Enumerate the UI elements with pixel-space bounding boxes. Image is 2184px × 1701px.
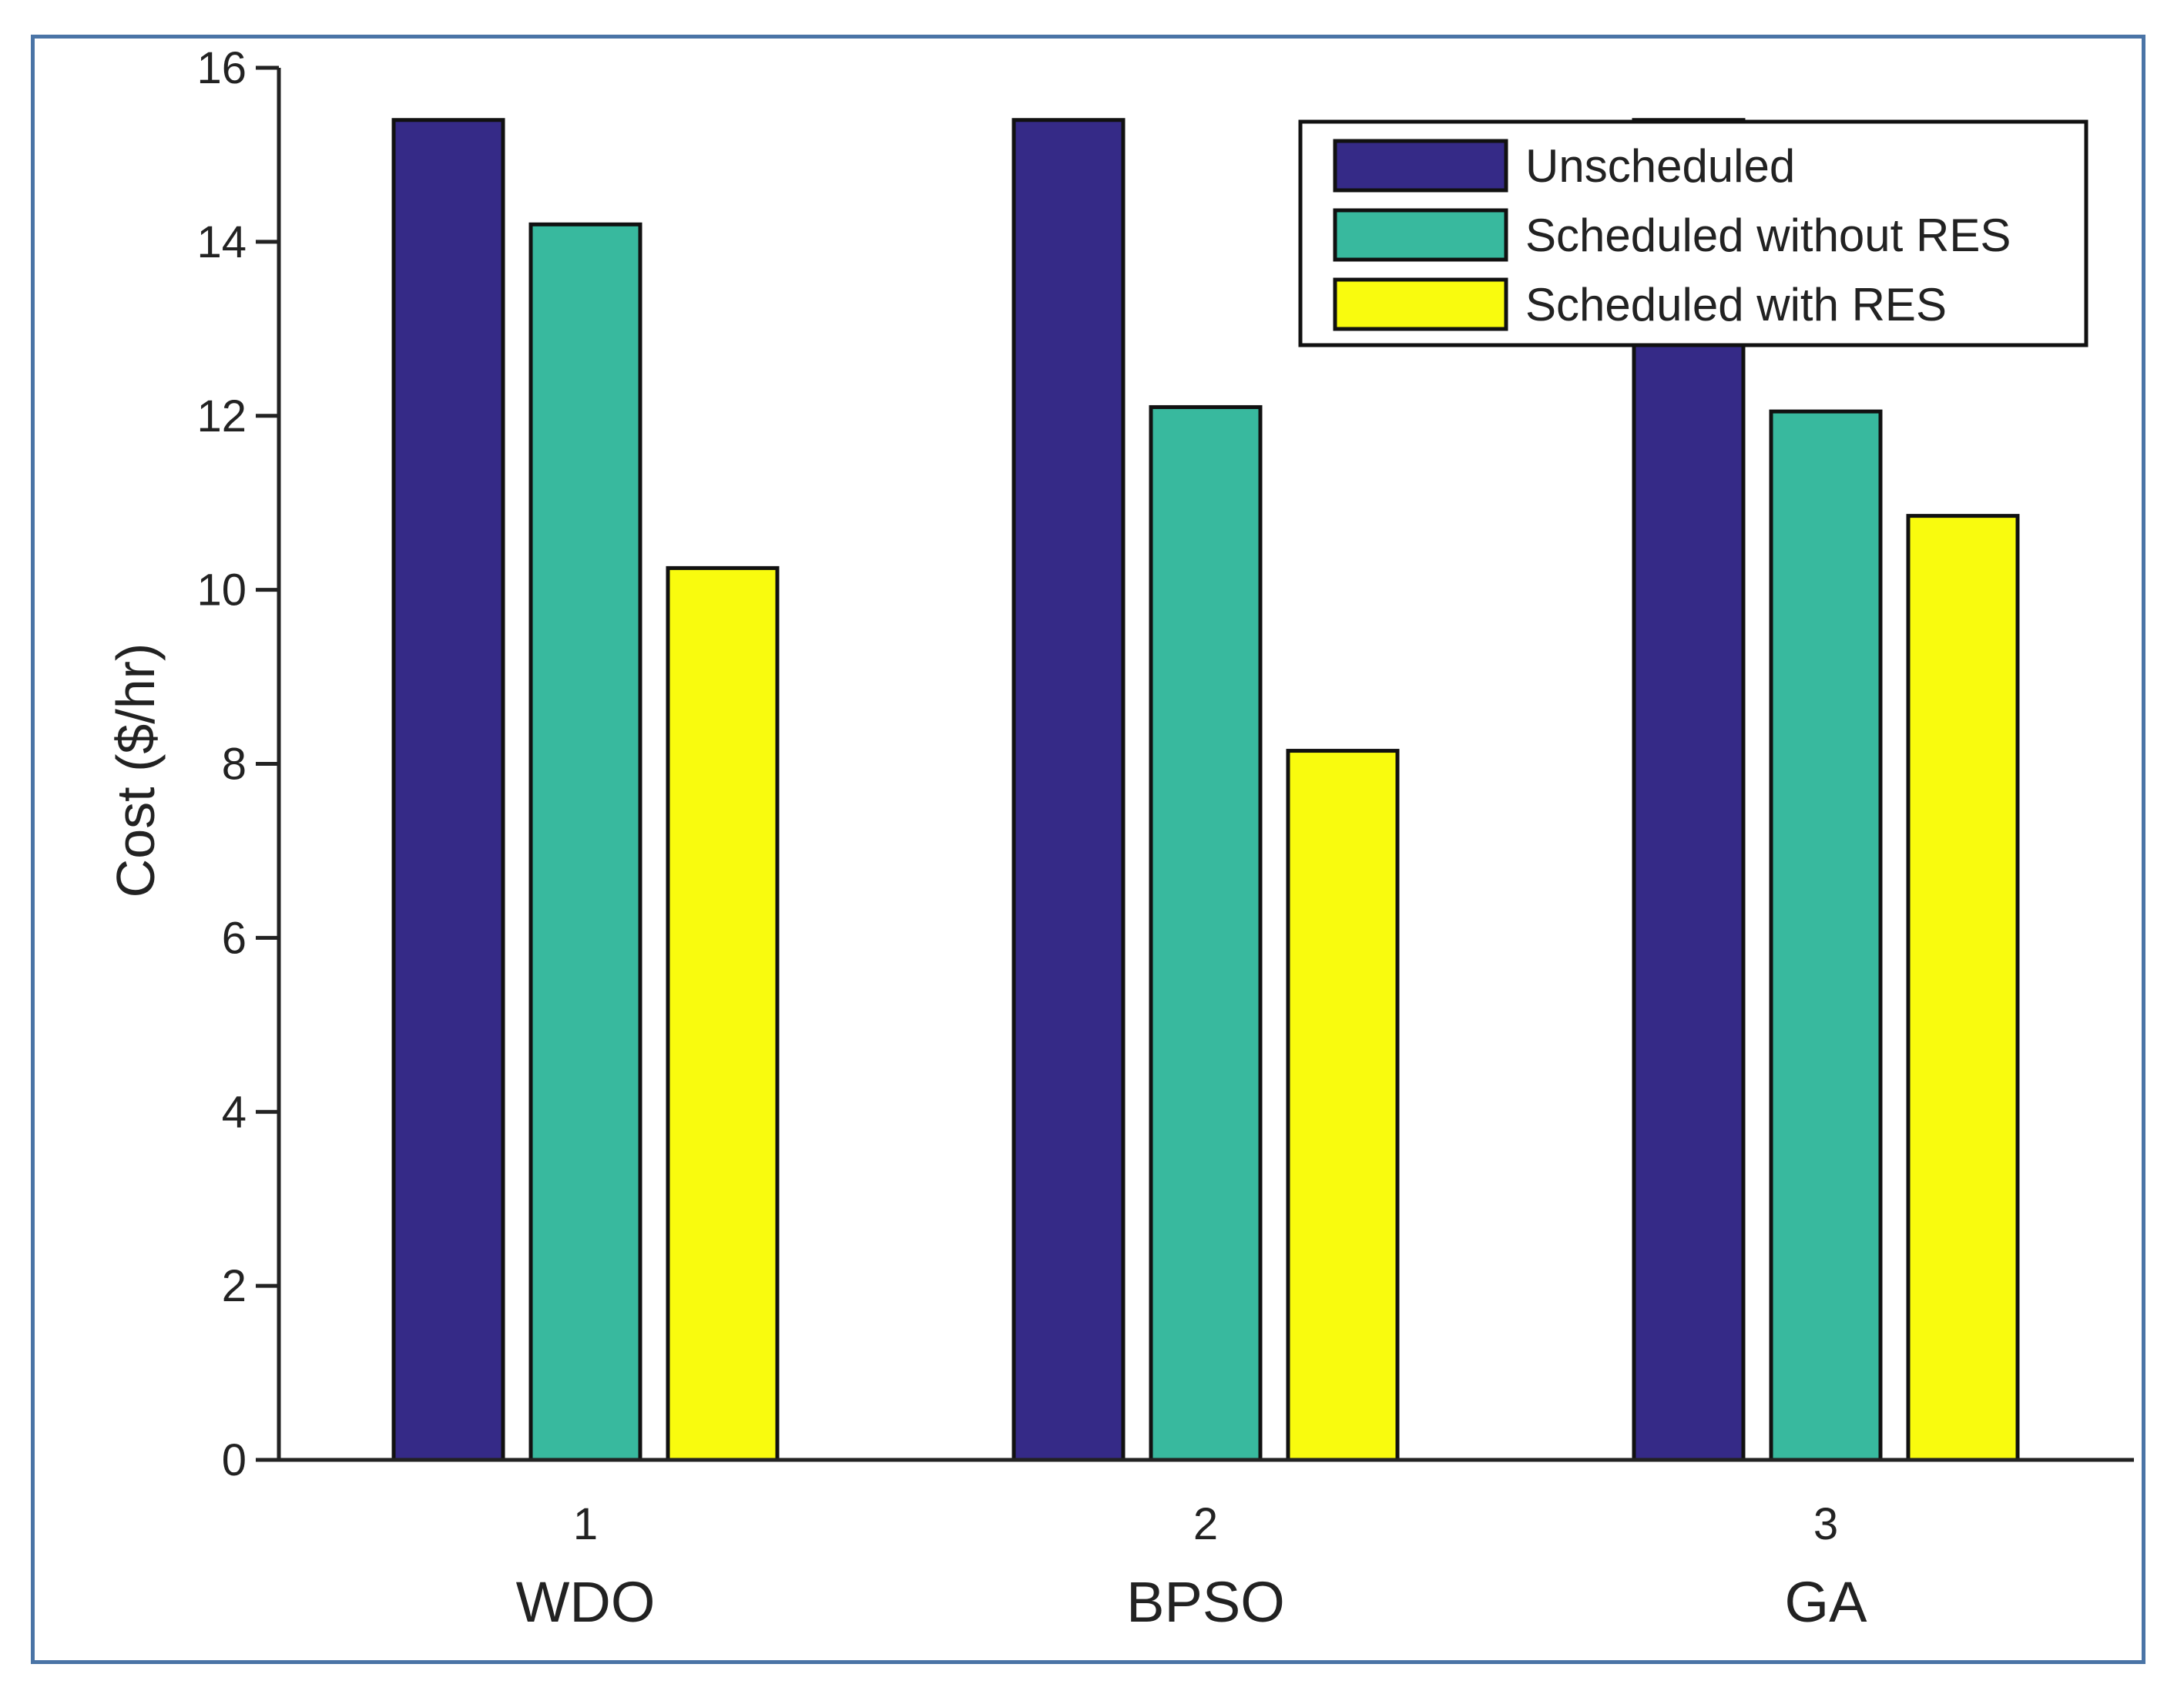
category-label-bpso: BPSO bbox=[1126, 1570, 1285, 1634]
legend-swatch-unscheduled bbox=[1333, 139, 1508, 193]
bar-scheduled-with-res-ga bbox=[1906, 514, 2020, 1462]
bar-scheduled-without-res-ga bbox=[1769, 409, 1883, 1462]
legend-swatch-scheduled-without-res bbox=[1333, 208, 1508, 262]
y-tick-label: 2 bbox=[222, 1261, 247, 1311]
y-tick-label: 10 bbox=[196, 565, 247, 616]
bars-group bbox=[391, 118, 2020, 1462]
y-axis-label: Cost ($/hr) bbox=[106, 643, 166, 898]
y-tick-label: 16 bbox=[196, 43, 247, 93]
y-tick-label: 8 bbox=[222, 740, 247, 790]
legend-label-unscheduled: Unscheduled bbox=[1525, 140, 1795, 192]
bar-scheduled-with-res-wdo bbox=[666, 565, 780, 1462]
bar-scheduled-without-res-bpso bbox=[1149, 404, 1263, 1462]
x-tick-label: 1 bbox=[573, 1499, 598, 1549]
legend-label-scheduled-with-res: Scheduled with RES bbox=[1525, 279, 1947, 330]
category-label-ga: GA bbox=[1785, 1570, 1868, 1634]
y-tick-label: 0 bbox=[222, 1435, 247, 1485]
y-tick-label: 6 bbox=[222, 913, 247, 963]
bar-scheduled-with-res-bpso bbox=[1286, 749, 1400, 1462]
category-label-wdo: WDO bbox=[516, 1570, 656, 1634]
y-ticks-group: 0 2 4 6 8 10 12 14 16 bbox=[196, 43, 279, 1485]
y-tick-label: 4 bbox=[222, 1087, 247, 1137]
y-tick-label: 12 bbox=[196, 391, 247, 441]
bar-unscheduled-bpso bbox=[1011, 118, 1126, 1462]
x-tick-label: 2 bbox=[1193, 1499, 1218, 1549]
x-tick-label: 3 bbox=[1813, 1499, 1838, 1549]
bar-scheduled-without-res-wdo bbox=[528, 222, 642, 1462]
legend-swatch-scheduled-with-res bbox=[1333, 277, 1508, 331]
y-tick-label: 14 bbox=[196, 217, 247, 267]
legend: Unscheduled Scheduled without RES Schedule… bbox=[1298, 119, 2088, 347]
legend-label-scheduled-without-res: Scheduled without RES bbox=[1525, 210, 2011, 261]
x-labels-group: 1 WDO 2 BPSO 3 GA bbox=[516, 1499, 1868, 1634]
bar-unscheduled-wdo bbox=[391, 118, 505, 1462]
